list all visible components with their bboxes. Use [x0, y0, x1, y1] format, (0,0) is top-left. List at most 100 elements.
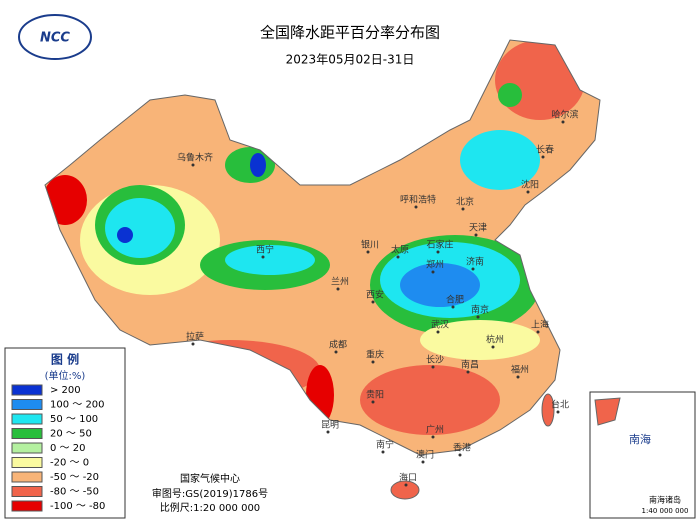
city-label: 杭州 [486, 334, 504, 346]
legend-swatch [11, 457, 43, 468]
city-label: 石家庄 [426, 239, 453, 251]
legend-swatch [11, 471, 43, 483]
city-label: 沈阳 [521, 179, 539, 191]
city-label: 兰州 [331, 276, 349, 288]
legend-label: 50 ～ 100 [50, 414, 98, 425]
city-label: 重庆 [366, 349, 384, 361]
legend-label: 20 ～ 50 [50, 429, 92, 440]
city-dot [516, 375, 520, 379]
inset-islands: 南海诸岛 [649, 495, 681, 505]
city-label: 香港 [453, 442, 471, 454]
inset: 南海 南海诸岛 1:40 000 000 [589, 391, 696, 519]
city-label: 合肥 [446, 294, 464, 306]
city-dot [381, 450, 385, 454]
city-label: 郑州 [426, 259, 444, 271]
city-label: 呼和浩特 [400, 194, 436, 206]
city-label: 北京 [456, 196, 474, 208]
city-dot [466, 370, 470, 374]
city-dot [366, 250, 370, 254]
city-label: 银川 [361, 239, 379, 251]
city-dot [371, 300, 375, 304]
city-label: 福州 [511, 364, 529, 376]
city-label: 哈尔滨 [551, 109, 578, 121]
city-label: 拉萨 [186, 331, 204, 343]
legend-swatch [11, 384, 43, 396]
city-label: 乌鲁木齐 [177, 152, 213, 164]
city-dot [541, 155, 545, 159]
legend-swatch [11, 428, 43, 439]
city-dot [261, 255, 265, 259]
legend-label: -80 ～ -50 [50, 487, 99, 498]
city-dot [371, 360, 375, 364]
legend-label: -100 ～ -80 [50, 501, 105, 512]
city-label: 澳门 [416, 449, 434, 461]
legend-swatch [11, 500, 43, 512]
city-label: 上海 [531, 319, 549, 331]
city-label: 台北 [551, 399, 569, 411]
city-dot [336, 287, 340, 291]
map-title: 全国降水距平百分率分布图 [260, 24, 440, 42]
legend-label: -20 ～ 0 [50, 458, 89, 469]
city-label: 昆明 [321, 420, 339, 431]
city-label: 西宁 [256, 244, 274, 256]
city-dot [431, 270, 435, 274]
credit-approval: 审图号:GS(2019)1786号 [152, 487, 268, 500]
legend-label: 0 ～ 20 [50, 443, 85, 454]
city-dot [451, 305, 455, 309]
logo: NCC [18, 14, 92, 60]
credit-agency: 国家气候中心 [180, 472, 240, 485]
city-dot [404, 483, 408, 487]
city-dot [556, 410, 560, 414]
city-dot [491, 345, 495, 349]
city-label: 长春 [536, 144, 554, 156]
legend-swatch [11, 486, 43, 497]
city-dot [436, 250, 440, 254]
map [44, 39, 601, 500]
city-label: 广州 [426, 424, 444, 436]
city-label: 南昌 [461, 359, 479, 371]
city-dot [471, 267, 475, 271]
legend-label: 100 ～ 200 [50, 400, 105, 411]
city-dot [396, 255, 400, 259]
city-label: 天津 [469, 223, 487, 234]
city-label: 济南 [466, 256, 484, 268]
city-dot [326, 430, 330, 434]
city-label: 成都 [329, 339, 347, 351]
legend-swatch [11, 413, 43, 425]
city-dot [561, 120, 565, 124]
map-subtitle: 2023年05月02日-31日 [286, 53, 415, 67]
legend-swatch [11, 399, 43, 410]
city-label: 南京 [471, 304, 489, 316]
logo-text: NCC [40, 31, 70, 46]
city-dot [371, 400, 375, 404]
city-dot [526, 190, 530, 194]
legend-title: 图 例 [51, 352, 79, 367]
city-dot [191, 342, 195, 346]
city-label: 海口 [399, 472, 417, 484]
city-dot [431, 435, 435, 439]
city-dot [436, 330, 440, 334]
city-dot [414, 205, 418, 209]
legend-label: > 200 [50, 385, 81, 396]
city-dot [458, 453, 462, 457]
city-label: 贵阳 [366, 389, 384, 401]
city-label: 南宁 [376, 439, 394, 451]
legend-unit: (单位:%) [45, 369, 86, 382]
city-dot [474, 233, 478, 237]
credit-scale: 比例尺:1:20 000 000 [160, 501, 260, 514]
inset-sea: 南海 [629, 432, 651, 446]
city-dot [334, 350, 338, 354]
legend-label: -50 ～ -20 [50, 472, 99, 483]
city-label: 太原 [391, 244, 409, 256]
city-dot [421, 460, 425, 464]
city-label: 西安 [366, 289, 384, 301]
city-label: 长沙 [426, 354, 444, 366]
city-dot [191, 163, 195, 167]
legend-swatch [11, 442, 43, 454]
inset-scale: 1:40 000 000 [642, 507, 689, 515]
legend: 图 例 (单位:%) > 200 100 ～ 200 50 ～ 100 20 ～ 50… [4, 347, 126, 519]
city-label: 武汉 [431, 319, 449, 331]
city-dot [476, 315, 480, 319]
